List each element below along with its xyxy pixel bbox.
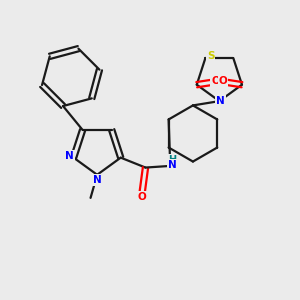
- Text: N: N: [167, 160, 176, 170]
- Text: N: N: [93, 175, 101, 185]
- Text: O: O: [138, 192, 147, 202]
- Text: S: S: [207, 52, 214, 61]
- Text: O: O: [211, 76, 220, 86]
- Text: N: N: [65, 151, 74, 161]
- Text: O: O: [219, 76, 227, 86]
- Text: H: H: [168, 155, 176, 165]
- Text: N: N: [216, 96, 225, 106]
